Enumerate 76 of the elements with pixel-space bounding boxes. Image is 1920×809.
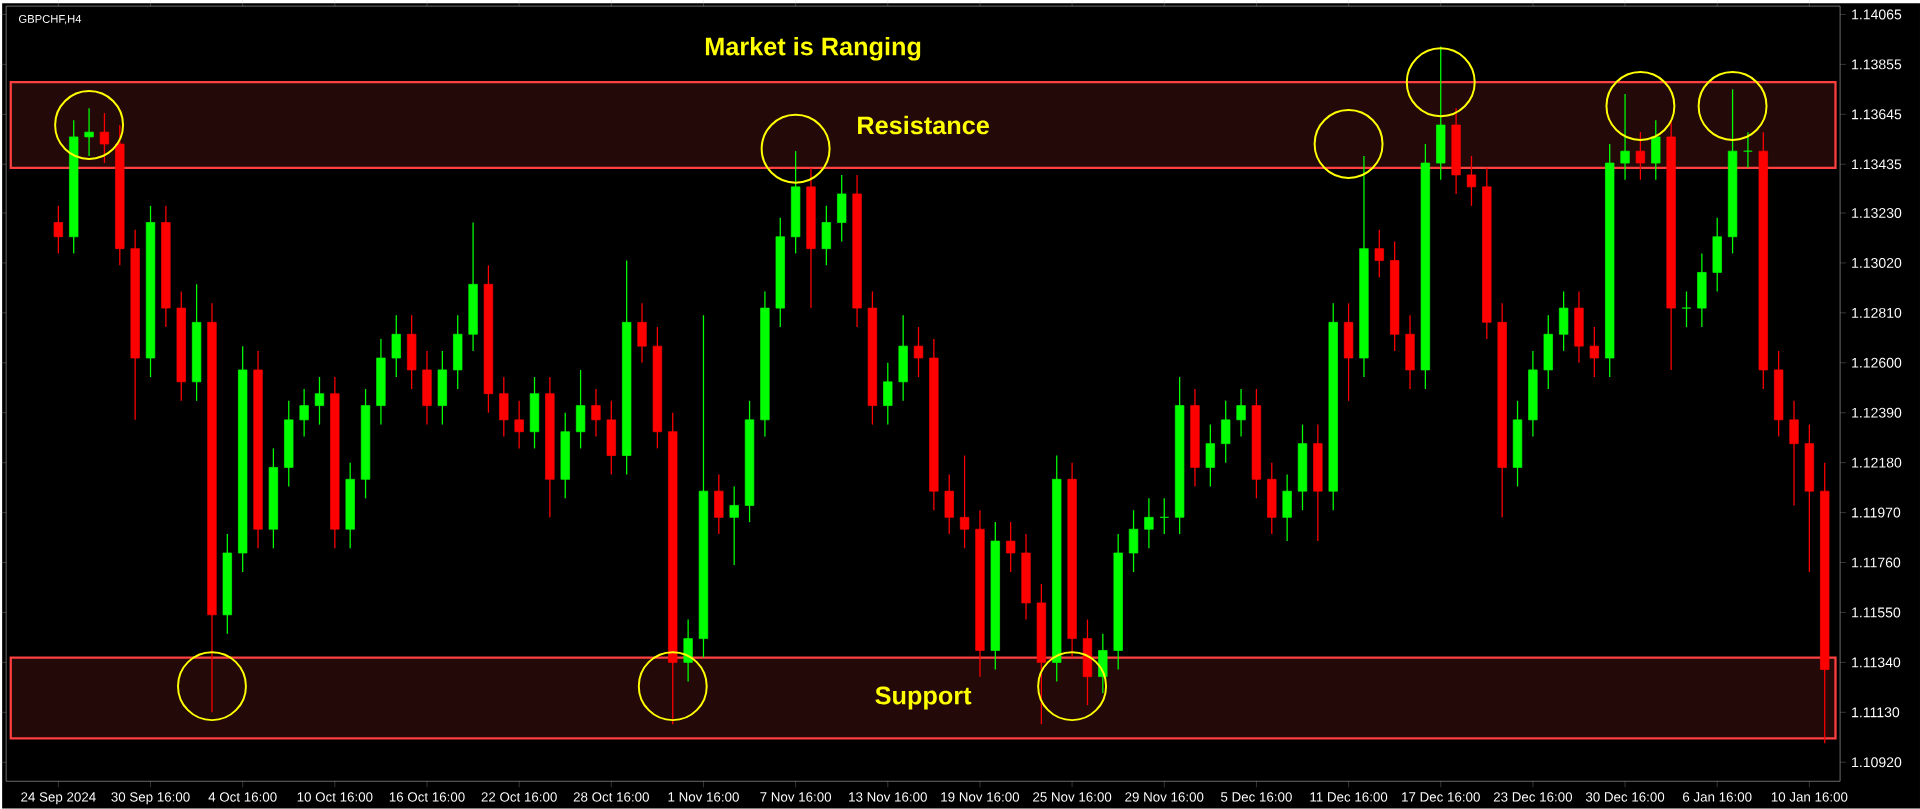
x-tick-label: 30 Dec 16:00: [1585, 792, 1665, 802]
x-tick-label: 24 Sep 2024: [21, 792, 96, 805]
point: [1313, 109, 1384, 179]
point: [1697, 71, 1768, 141]
x-tick-label: 17 Dec 16:00: [1402, 792, 1480, 802]
candlestick: [1006, 521, 1016, 573]
y-tick-label: 1.13435: [1852, 159, 1902, 170]
x-tick-label: 7 Nov 16:00: [760, 792, 832, 802]
text: GBPCHF,H4: [19, 14, 82, 25]
x-tick-label: 5 Dec 16:00: [1220, 792, 1292, 802]
candlestick: [84, 107, 94, 157]
point: [760, 113, 831, 184]
band-label: Support: [875, 686, 972, 710]
x-tick-label: 22 Oct 16:00: [481, 792, 557, 802]
candlestick: [1681, 290, 1692, 328]
y-tick-label: 1.12390: [1852, 407, 1902, 418]
y-tick-label: 1.10920: [1852, 757, 1902, 768]
y-tick-label: 1.11340: [1852, 657, 1901, 668]
candlestick: [883, 362, 893, 426]
candlestick: [1466, 155, 1477, 207]
x-tick-label: 6 Jan 16:00: [1683, 792, 1752, 802]
point: [1405, 47, 1476, 118]
x-tick-label: 19 Nov 16:00: [941, 792, 1020, 802]
y-tick-label: 1.13230: [1852, 208, 1902, 218]
point: [637, 651, 708, 722]
y-tick-label: 1.11970: [1852, 507, 1901, 518]
y-tick-label: 1.14065: [1852, 9, 1902, 20]
candlestick: [53, 205, 64, 255]
y-tick-label: 1.11130: [1852, 707, 1900, 718]
candlestick: [1221, 400, 1231, 464]
candlestick: [514, 400, 524, 450]
candlestick: [1236, 388, 1246, 438]
point: [1605, 71, 1676, 141]
x-tick-label: 16 Oct 16:00: [389, 792, 465, 802]
point: [54, 90, 125, 160]
x-tick-label: 28 Oct 16:00: [573, 792, 649, 802]
x-tick-label: 10 Jan 16:00: [1771, 792, 1848, 802]
x-tick-label: 4 Oct 16:00: [208, 792, 277, 802]
candlestick: [913, 326, 924, 378]
y-tick-label: 1.13020: [1852, 257, 1902, 268]
x-tick-label: 25 Nov 16:00: [1033, 792, 1112, 802]
candlestick: [391, 314, 401, 378]
y-tick-label: 1.12810: [1852, 307, 1902, 318]
x-tick-label: 29 Nov 16:00: [1125, 792, 1204, 802]
candlestick: [99, 112, 110, 164]
y-tick-label: 1.11550: [1852, 607, 1901, 618]
point: [177, 651, 247, 722]
candlestick: [314, 376, 325, 426]
candlestick: [637, 302, 647, 364]
point: [1037, 651, 1108, 722]
y-tick-label: 1.12600: [1852, 357, 1902, 368]
x-tick-label: 13 Nov 16:00: [849, 792, 927, 802]
candlestick: [729, 485, 739, 566]
y-tick-label: 1.11760: [1852, 557, 1901, 568]
candlestick: [1589, 326, 1599, 378]
y-tick-label: 1.13645: [1852, 109, 1902, 120]
candlestick: [1144, 497, 1154, 549]
candlestick: [1128, 509, 1139, 573]
candlestick: [299, 388, 309, 438]
candlestick: [1205, 423, 1215, 488]
candlestick: [1620, 93, 1630, 181]
x-tick-label: 30 Sep 16:00: [111, 792, 190, 805]
x-tick-label: 10 Oct 16:00: [297, 792, 373, 802]
x-tick-label: 1 Nov 16:00: [668, 792, 739, 802]
candlestick: [683, 618, 693, 683]
y-tick-label: 1.12180: [1852, 457, 1902, 468]
x-tick-label: 11 Dec 16:00: [1310, 792, 1388, 802]
candlestick: [1635, 131, 1646, 181]
candlestick: [591, 388, 601, 438]
candlestick: [959, 454, 970, 549]
band-label: Resistance: [858, 115, 989, 135]
candlestick: [1374, 229, 1384, 278]
candlestick: [1789, 400, 1799, 507]
text: Market is Ranging: [705, 36, 921, 61]
y-tick-label: 1.13855: [1852, 59, 1902, 70]
x-tick-label: 23 Dec 16:00: [1493, 792, 1573, 802]
